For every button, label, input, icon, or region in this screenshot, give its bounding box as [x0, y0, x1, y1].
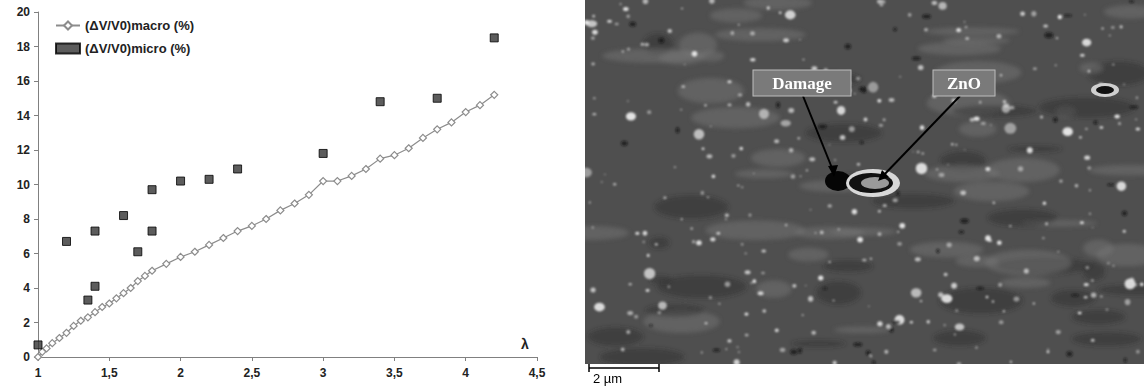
- svg-text:8: 8: [23, 212, 30, 226]
- svg-text:ZnO: ZnO: [947, 74, 981, 93]
- svg-text:18: 18: [17, 40, 31, 54]
- svg-text:3,5: 3,5: [386, 366, 403, 380]
- svg-text:(ΔV/V0)micro (%): (ΔV/V0)micro (%): [85, 41, 190, 56]
- svg-text:14: 14: [17, 109, 31, 123]
- svg-text:3: 3: [320, 366, 327, 380]
- svg-text:2: 2: [177, 366, 184, 380]
- svg-text:0: 0: [23, 350, 30, 364]
- svg-text:16: 16: [17, 74, 31, 88]
- svg-text:4: 4: [23, 281, 30, 295]
- svg-text:4: 4: [462, 366, 469, 380]
- svg-text:λ: λ: [521, 336, 529, 352]
- svg-text:1: 1: [35, 366, 42, 380]
- svg-text:(ΔV/V0)macro (%): (ΔV/V0)macro (%): [85, 18, 194, 33]
- svg-text:2 µm: 2 µm: [593, 371, 622, 386]
- svg-text:6: 6: [23, 247, 30, 261]
- svg-text:4,5: 4,5: [529, 366, 546, 380]
- svg-text:12: 12: [17, 143, 31, 157]
- svg-text:10: 10: [17, 178, 31, 192]
- svg-text:20: 20: [17, 5, 31, 19]
- svg-text:Damage: Damage: [772, 74, 832, 93]
- svg-text:2: 2: [23, 316, 30, 330]
- svg-text:1,5: 1,5: [101, 366, 118, 380]
- svg-text:2,5: 2,5: [244, 366, 261, 380]
